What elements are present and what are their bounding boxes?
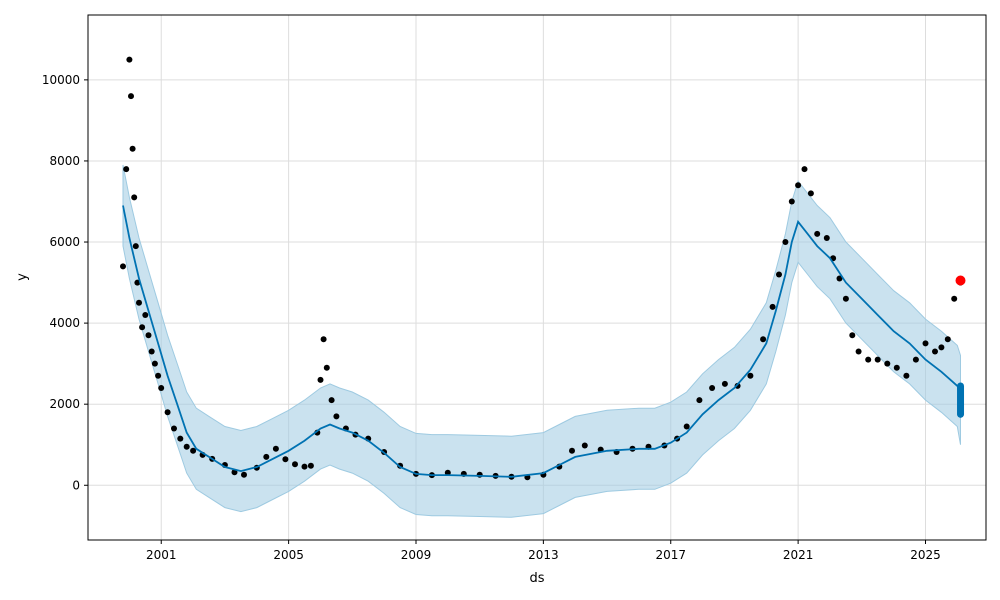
observed-point [938,344,945,351]
x-tick-label: 2001 [146,548,177,562]
observed-point [158,385,165,391]
x-axis-label: ds [529,571,544,586]
observed-point [307,462,314,469]
observed-point [139,324,146,331]
observed-point [807,190,814,197]
observed-point [145,332,152,339]
observed-point [849,332,856,339]
y-axis-label: y [15,273,30,281]
x-tick-label: 2013 [528,548,559,562]
observed-point [171,425,177,432]
observed-point [747,372,754,379]
observed-point [769,303,776,310]
forecast-line [122,205,962,478]
observed-point [696,397,703,404]
highlight-point [955,275,966,286]
observed-point [893,364,900,371]
observed-point [148,348,155,355]
observed-point [569,447,575,454]
observed-point [932,348,938,355]
observed-point [231,469,238,476]
observed-point [912,356,919,363]
observed-point [782,239,789,245]
observed-point [836,275,843,282]
observed-point [801,166,808,173]
plot-frame [87,14,987,541]
x-tick-label: 2021 [783,548,814,562]
observed-point [263,453,270,460]
x-tick-label: 2025 [910,548,941,562]
observed-point [865,356,872,363]
observed-point [142,312,149,318]
y-tick-label: 6000 [49,235,80,249]
x-tick-label: 2005 [273,548,304,562]
highlighted-points [955,275,966,286]
observed-point [183,443,190,450]
observed-point [292,461,298,468]
observed-point [874,356,881,363]
observed-point [126,56,133,63]
observed-point [120,263,126,270]
observed-point [855,348,862,355]
observed-point [136,299,142,306]
observed-point [131,194,138,201]
observed-point [177,435,184,442]
observed-point [944,336,951,343]
observed-point [333,413,340,420]
observed-points [120,56,964,481]
interval-band [122,164,961,518]
observed-point [123,166,130,173]
x-tick-label: 2017 [655,548,686,562]
observed-point [581,442,588,449]
observed-point [164,409,171,416]
observed-point [328,397,335,404]
y-tick-label: 8000 [49,154,80,168]
observed-point [151,360,158,367]
y-tick-label: 4000 [49,316,80,330]
observed-point [842,295,849,302]
forecast-path [122,205,962,478]
observed-point [922,340,929,347]
x-axis-ticks: 2001 2005 2009 2013 2017 2021 2025 [146,540,941,562]
y-tick-label: 10000 [42,73,80,87]
observed-point [272,445,279,452]
x-tick-label: 2009 [401,548,432,562]
observed-point [317,376,324,383]
observed-point [129,145,136,152]
uncertainty-interval [122,164,961,518]
observed-point [788,198,795,205]
observed-point [709,385,716,391]
observed-point [721,380,728,387]
observed-point [282,456,289,463]
observed-point [301,463,308,470]
observed-point [320,336,327,343]
observed-point [814,230,821,237]
y-tick-label: 0 [72,478,80,492]
grid-lines [88,15,986,540]
observed-point [132,243,139,250]
observed-point [241,471,247,478]
observed-point [760,336,767,343]
observed-point [155,372,162,379]
observed-point [190,447,197,454]
observed-point [823,235,830,241]
y-axis-ticks: 0 2000 4000 6000 8000 10000 [42,73,88,492]
observed-point [128,93,134,100]
observed-point [683,423,690,430]
observed-point [795,182,802,189]
y-tick-label: 2000 [49,397,80,411]
observed-point [323,364,330,371]
observed-point [903,372,910,379]
observed-point [884,360,891,367]
observed-point [951,295,958,302]
observed-point [776,271,782,278]
